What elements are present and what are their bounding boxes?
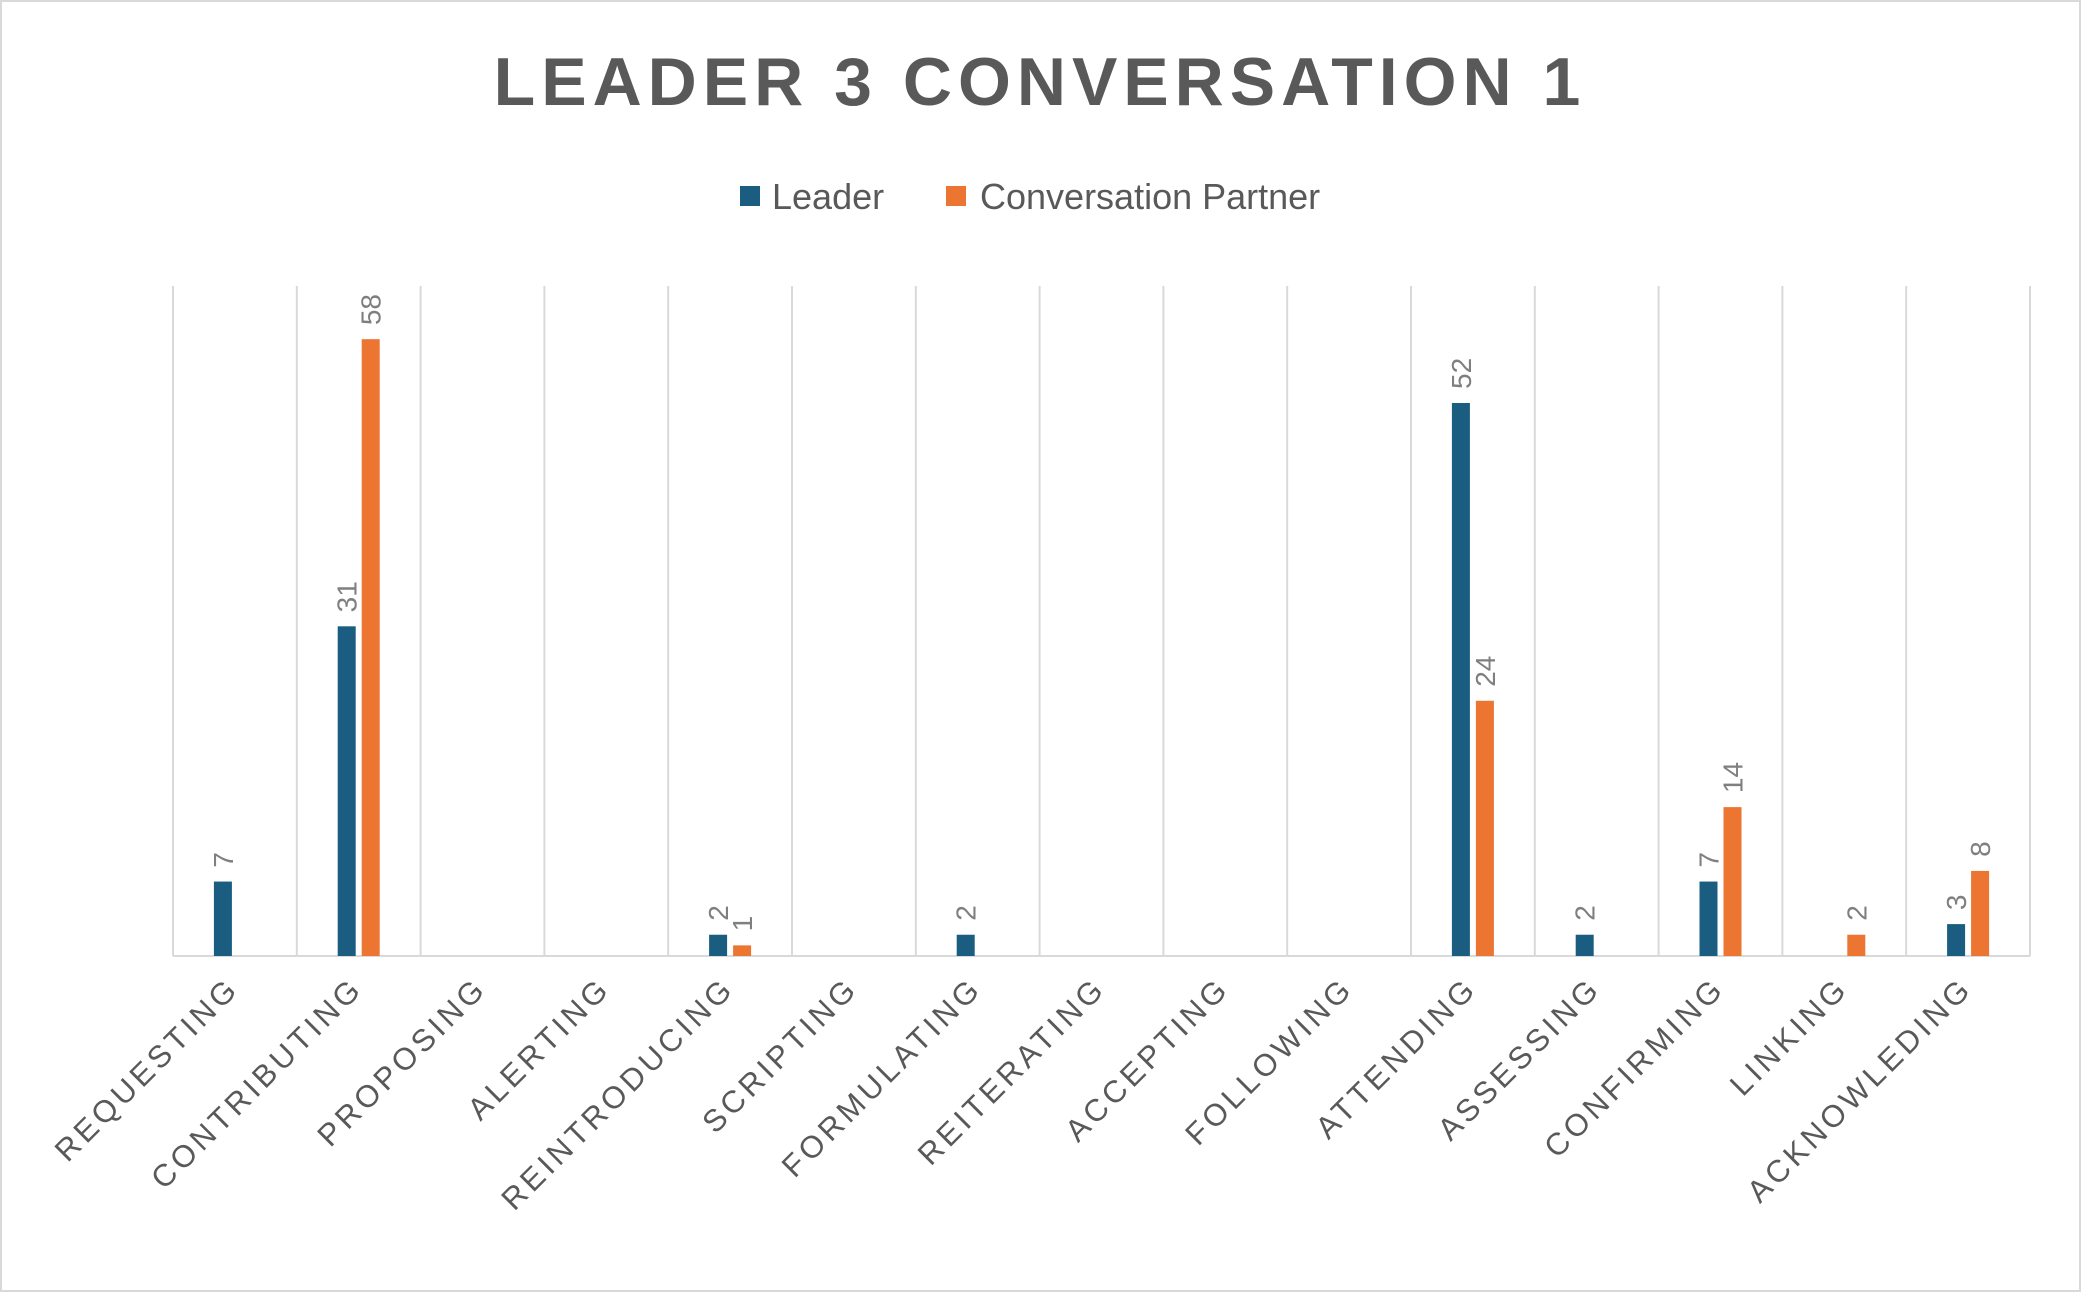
data-label-conversation-partner: 24 bbox=[1470, 656, 1501, 687]
data-label-conversation-partner: 14 bbox=[1718, 762, 1749, 793]
legend-swatch-leader bbox=[740, 186, 760, 206]
bar-conversation-partner bbox=[1475, 700, 1494, 956]
legend-swatch-conversation-partner bbox=[946, 186, 966, 206]
data-label-leader: 2 bbox=[1570, 905, 1601, 921]
data-label-leader: 52 bbox=[1446, 358, 1477, 389]
data-label-leader: 7 bbox=[1694, 852, 1725, 868]
data-label-conversation-partner: 8 bbox=[1965, 841, 1996, 857]
legend: Leader Conversation Partner bbox=[740, 176, 1320, 217]
bar-leader bbox=[213, 881, 232, 956]
x-tick-label: REINTRODUCING bbox=[494, 970, 741, 1217]
legend-item-conversation-partner[interactable]: Conversation Partner bbox=[946, 176, 1320, 217]
legend-item-leader[interactable]: Leader bbox=[740, 176, 884, 217]
data-label-conversation-partner: 2 bbox=[1841, 905, 1872, 921]
bar-leader bbox=[1699, 881, 1718, 956]
data-label-leader: 2 bbox=[703, 905, 734, 921]
bar-conversation-partner bbox=[1723, 807, 1742, 956]
bar-conversation-partner bbox=[1847, 934, 1866, 956]
data-label-leader: 31 bbox=[332, 581, 363, 612]
bar-conversation-partner bbox=[733, 945, 752, 956]
bar-leader bbox=[1451, 402, 1470, 956]
data-label-leader: 7 bbox=[208, 852, 239, 868]
x-tick-label: LINKING bbox=[1723, 970, 1855, 1102]
bar-conversation-partner bbox=[1971, 870, 1990, 956]
plot-area: 7REQUESTING3158CONTRIBUTINGPROPOSINGALER… bbox=[48, 286, 2031, 1217]
data-label-conversation-partner: 1 bbox=[727, 916, 758, 932]
x-tick-label: ACKNOWLEDING bbox=[1740, 970, 1979, 1209]
chart-title: LEADER 3 CONVERSATION 1 bbox=[494, 44, 1587, 120]
bar-leader bbox=[709, 934, 728, 956]
data-label-leader: 2 bbox=[951, 905, 982, 921]
data-label-leader: 3 bbox=[1941, 895, 1972, 911]
bar-conversation-partner bbox=[361, 339, 380, 957]
bar-leader bbox=[1575, 934, 1594, 956]
data-label-conversation-partner: 58 bbox=[356, 294, 387, 325]
legend-label-conversation-partner: Conversation Partner bbox=[980, 176, 1320, 217]
legend-label-leader: Leader bbox=[772, 176, 884, 217]
bar-leader bbox=[956, 934, 975, 956]
x-tick-label: CONTRIBUTING bbox=[144, 970, 370, 1196]
bar-leader bbox=[1947, 924, 1966, 956]
bar-leader bbox=[337, 626, 356, 956]
